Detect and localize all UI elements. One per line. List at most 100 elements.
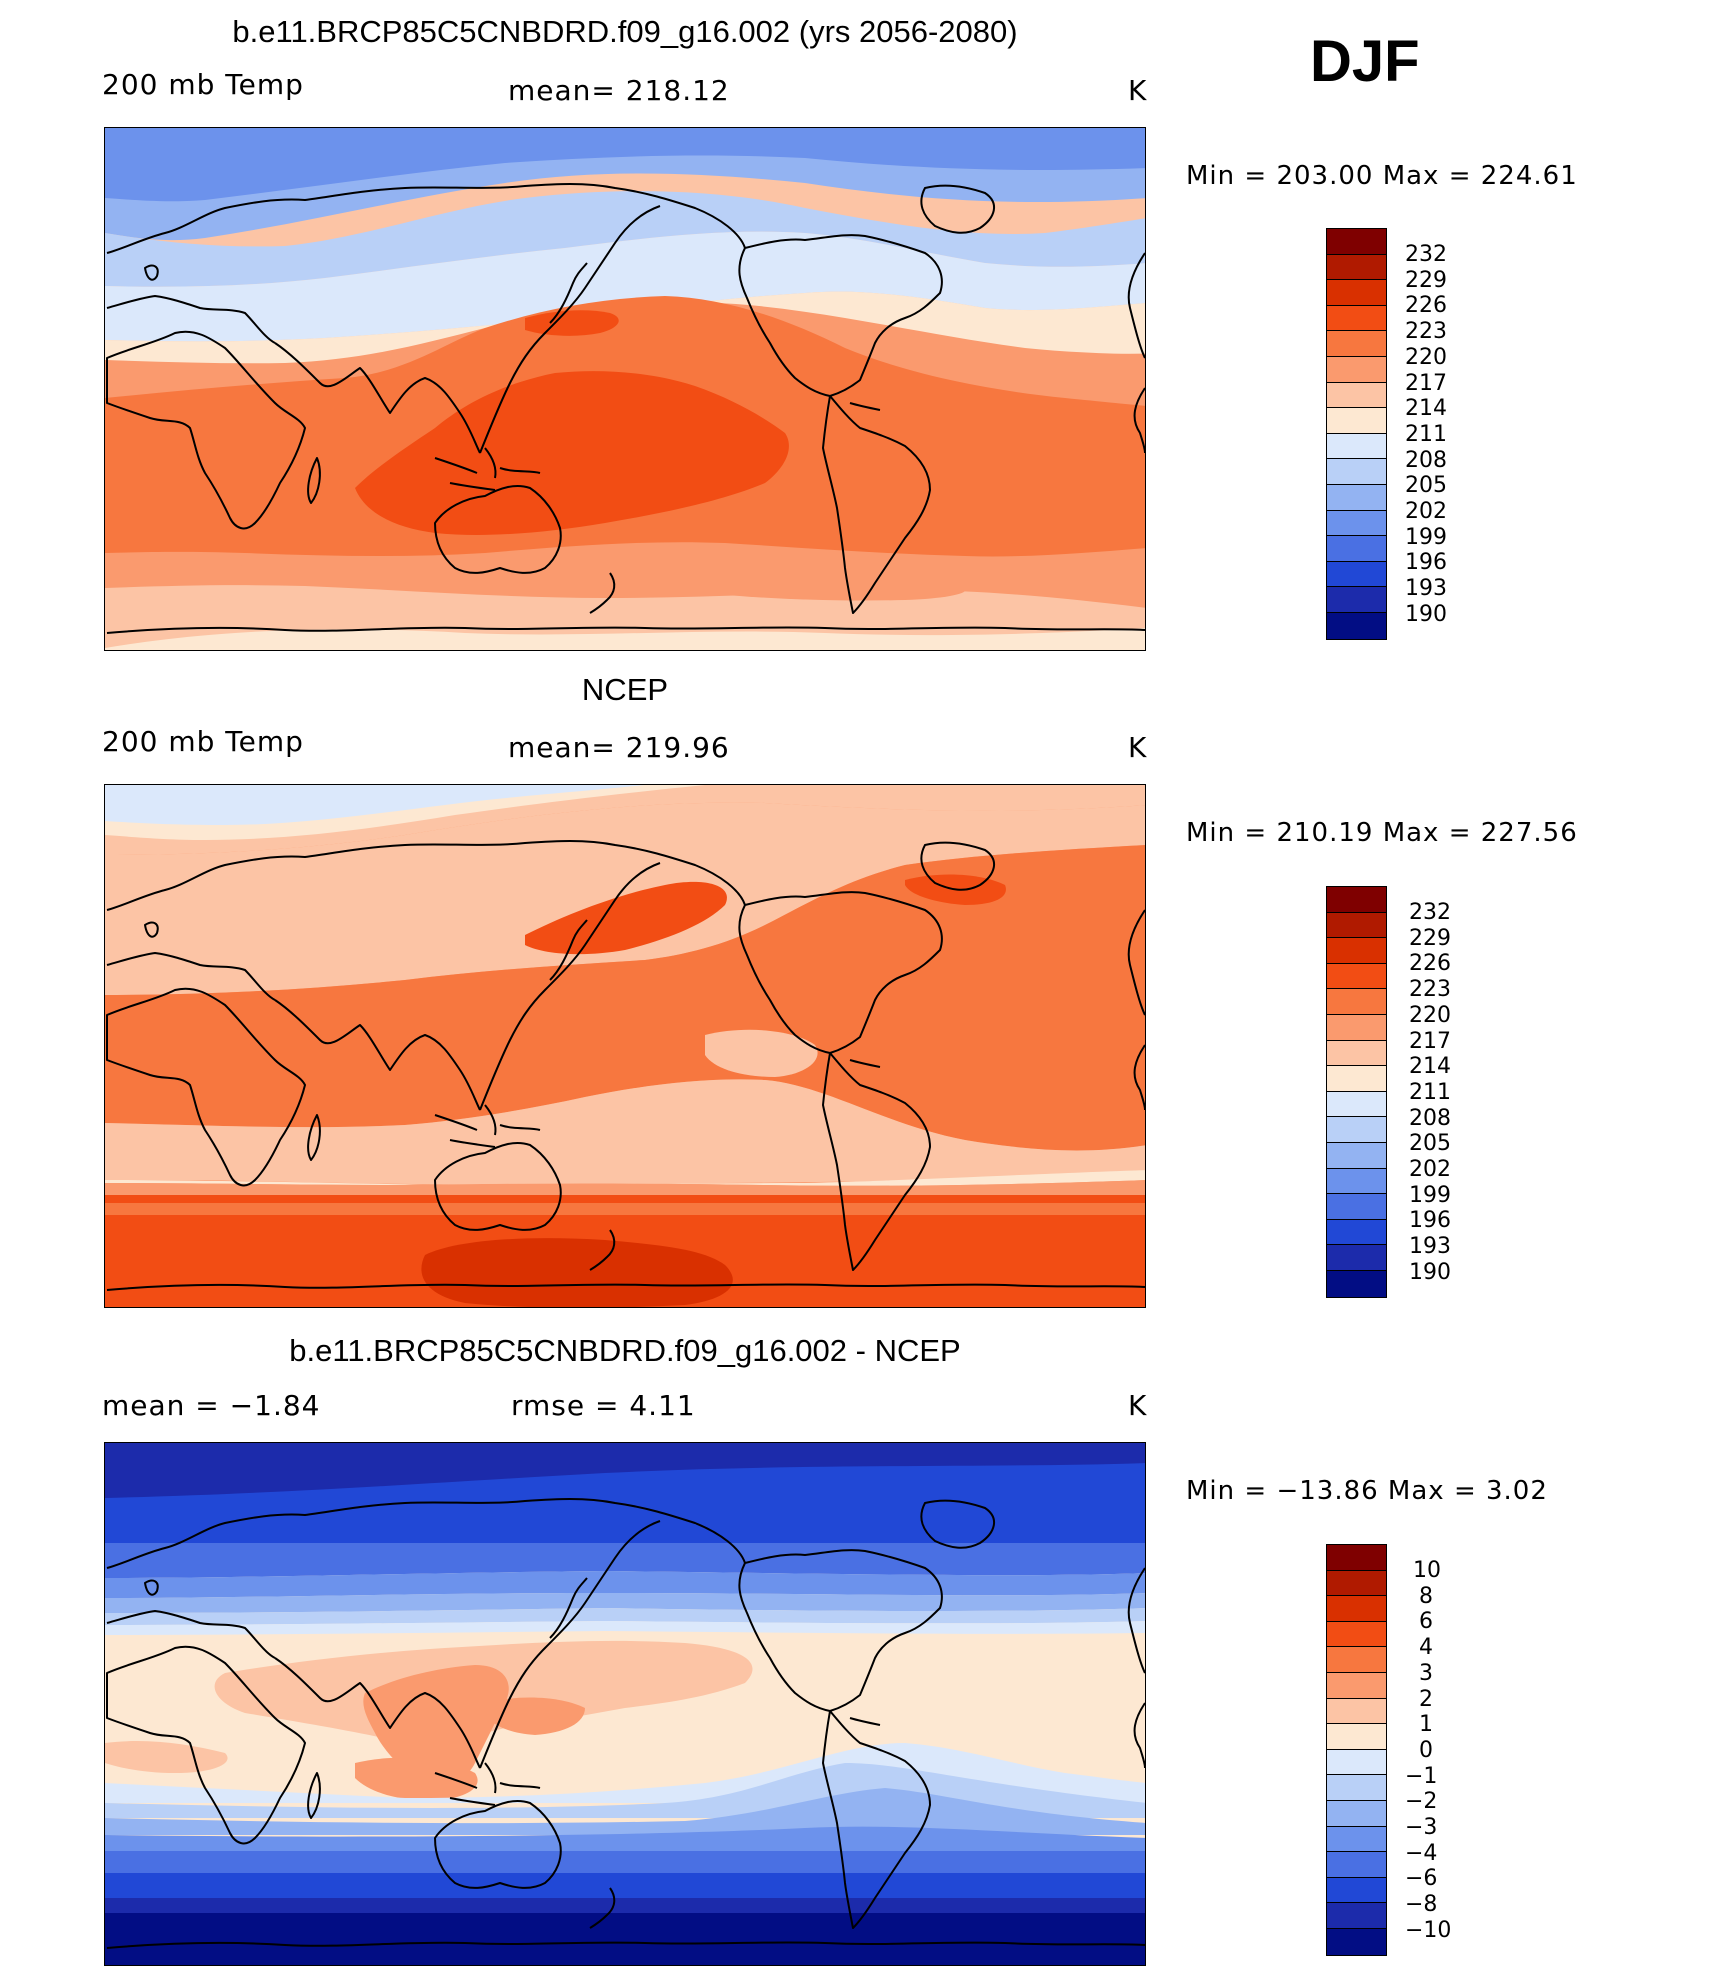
colorbar-tick-label: 211: [1405, 421, 1447, 447]
colorbar-tick-label: 8: [1419, 1583, 1433, 1609]
panel-1-variable-label: 200 mb Temp: [102, 68, 304, 101]
panel-2-mean-label: mean= 219.96: [508, 731, 730, 764]
panel-3-units: K: [1128, 1389, 1148, 1422]
panel-1-contour-field: [105, 128, 1145, 650]
colorbar-tick-label: 208: [1405, 447, 1447, 473]
panel-3-colorbar-cell: [1327, 1903, 1386, 1929]
colorbar-tick-label: 6: [1419, 1609, 1433, 1635]
season-label: DJF: [1310, 29, 1420, 94]
colorbar-tick-label: 226: [1405, 293, 1447, 319]
panel-1-colorbar-cell: [1327, 408, 1386, 434]
colorbar-tick-label: 196: [1409, 1208, 1451, 1234]
panel-3-colorbar-cell: [1327, 1570, 1386, 1597]
colorbar-tick-label: 196: [1405, 550, 1447, 576]
panel-3-colorbar-cell: [1327, 1545, 1386, 1571]
colorbar-tick-label: −2: [1405, 1789, 1438, 1815]
colorbar-tick-label: 202: [1405, 499, 1447, 524]
panel-1-colorbar-cell: [1327, 484, 1386, 511]
panel-1-colorbar-cell: [1327, 510, 1386, 537]
panel-3-contour-field: [105, 1443, 1145, 1965]
panel-3-title: b.e11.BRCP85C5CNBDRD.f09_g16.002 - NCEP: [289, 1333, 961, 1368]
colorbar-tick-label: −3: [1405, 1815, 1438, 1840]
colorbar-tick-label: −10: [1405, 1917, 1452, 1943]
panel-2-colorbar-cell: [1327, 938, 1386, 964]
panel-2-colorbar-cell: [1327, 912, 1386, 939]
colorbar-tick-label: 205: [1405, 473, 1447, 499]
panel-2-colorbar-cell: [1327, 1142, 1386, 1169]
panel-3-colorbar-cell: [1327, 1928, 1386, 1955]
colorbar-tick-label: −1: [1405, 1763, 1438, 1789]
panel-3-colorbar-cell: [1327, 1672, 1386, 1699]
panel-2-map: [104, 784, 1146, 1308]
colorbar-tick-label: 199: [1405, 524, 1447, 550]
panel-2-variable-label: 200 mb Temp: [102, 725, 304, 758]
panel-2-contour-field: [105, 785, 1145, 1307]
panel-1-colorbar-cell: [1327, 356, 1386, 383]
colorbar-tick-label: 217: [1405, 370, 1447, 396]
panel-3-colorbar-cell: [1327, 1775, 1386, 1801]
panel-2-title: NCEP: [581, 672, 669, 707]
panel-1-colorbar-cell: [1327, 587, 1386, 613]
colorbar-tick-label: 4: [1419, 1635, 1433, 1661]
colorbar-tick-label: 202: [1409, 1157, 1451, 1182]
colorbar-tick-label: 190: [1409, 1259, 1451, 1285]
colorbar-tick-label: 232: [1409, 900, 1451, 925]
panel-2-units: K: [1128, 731, 1148, 764]
colorbar-tick-label: 232: [1405, 242, 1447, 267]
colorbar-tick-label: 211: [1409, 1079, 1451, 1105]
panel-3-colorbar-cell: [1327, 1800, 1386, 1827]
panel-3-colorbar-cell: [1327, 1826, 1386, 1853]
panel-2-colorbar-cell: [1327, 1270, 1386, 1297]
colorbar-tick-label: −8: [1405, 1892, 1438, 1918]
panel-2-colorbar: [1326, 886, 1387, 1298]
colorbar-tick-label: 1: [1419, 1712, 1433, 1738]
colorbar-tick-label: 223: [1409, 977, 1451, 1003]
panel-1-min-max: Min = 203.00 Max = 224.61: [1186, 161, 1578, 191]
colorbar-tick-label: −6: [1405, 1866, 1438, 1892]
panel-1-colorbar-cell: [1327, 536, 1386, 562]
panel-3-colorbar-cell: [1327, 1724, 1386, 1750]
colorbar-tick-label: 193: [1409, 1234, 1451, 1260]
panel-2-colorbar-cell: [1327, 887, 1386, 913]
panel-2-colorbar-cell: [1327, 1091, 1386, 1118]
colorbar-tick-label: 217: [1409, 1028, 1451, 1054]
colorbar-tick-label: 199: [1409, 1182, 1451, 1208]
panel-3-min-max: Min = −13.86 Max = 3.02: [1186, 1476, 1548, 1506]
colorbar-tick-label: 0: [1419, 1737, 1433, 1763]
panel-1-colorbar-cell: [1327, 459, 1386, 485]
colorbar-tick-label: 223: [1405, 319, 1447, 345]
panel-2-colorbar-cell: [1327, 963, 1386, 990]
panel-3-map: [104, 1442, 1146, 1966]
colorbar-tick-label: 205: [1409, 1131, 1451, 1157]
panel-2-min-max: Min = 210.19 Max = 227.56: [1186, 818, 1578, 848]
panel-1-mean-label: mean= 218.12: [508, 74, 730, 107]
panel-2-colorbar-cell: [1327, 1245, 1386, 1271]
panel-2-colorbar-cell: [1327, 1168, 1386, 1195]
panel-1-colorbar-cell: [1327, 433, 1386, 460]
panel-3-colorbar-cell: [1327, 1647, 1386, 1673]
panel-3-colorbar-cell: [1327, 1621, 1386, 1648]
panel-1-colorbar-cell: [1327, 229, 1386, 255]
panel-2-colorbar-cell: [1327, 989, 1386, 1015]
panel-3-rmse-label: rmse = 4.11: [511, 1389, 696, 1422]
panel-1-colorbar-cell: [1327, 382, 1386, 409]
colorbar-tick-label: 10: [1413, 1558, 1441, 1583]
colorbar-tick-label: 229: [1405, 267, 1447, 293]
colorbar-tick-label: 2: [1419, 1686, 1433, 1712]
panel-1-title: b.e11.BRCP85C5CNBDRD.f09_g16.002 (yrs 20…: [232, 14, 1018, 49]
panel-1-map: [104, 127, 1146, 651]
panel-2-colorbar-cell: [1327, 1117, 1386, 1143]
panel-2-colorbar-cell: [1327, 1194, 1386, 1220]
colorbar-tick-label: −4: [1405, 1840, 1438, 1866]
panel-2-colorbar-cell: [1327, 1040, 1386, 1067]
panel-3-colorbar-cell: [1327, 1698, 1386, 1725]
panel-3-colorbar-cell: [1327, 1749, 1386, 1776]
panel-3-colorbar: [1326, 1544, 1387, 1956]
colorbar-tick-label: 214: [1409, 1054, 1451, 1080]
colorbar-tick-label: 229: [1409, 925, 1451, 951]
colorbar-tick-label: 3: [1419, 1660, 1433, 1686]
panel-1-colorbar-cell: [1327, 305, 1386, 332]
colorbar-tick-label: 193: [1405, 576, 1447, 602]
panel-3-colorbar-cell: [1327, 1852, 1386, 1878]
colorbar-tick-label: 226: [1409, 951, 1451, 977]
